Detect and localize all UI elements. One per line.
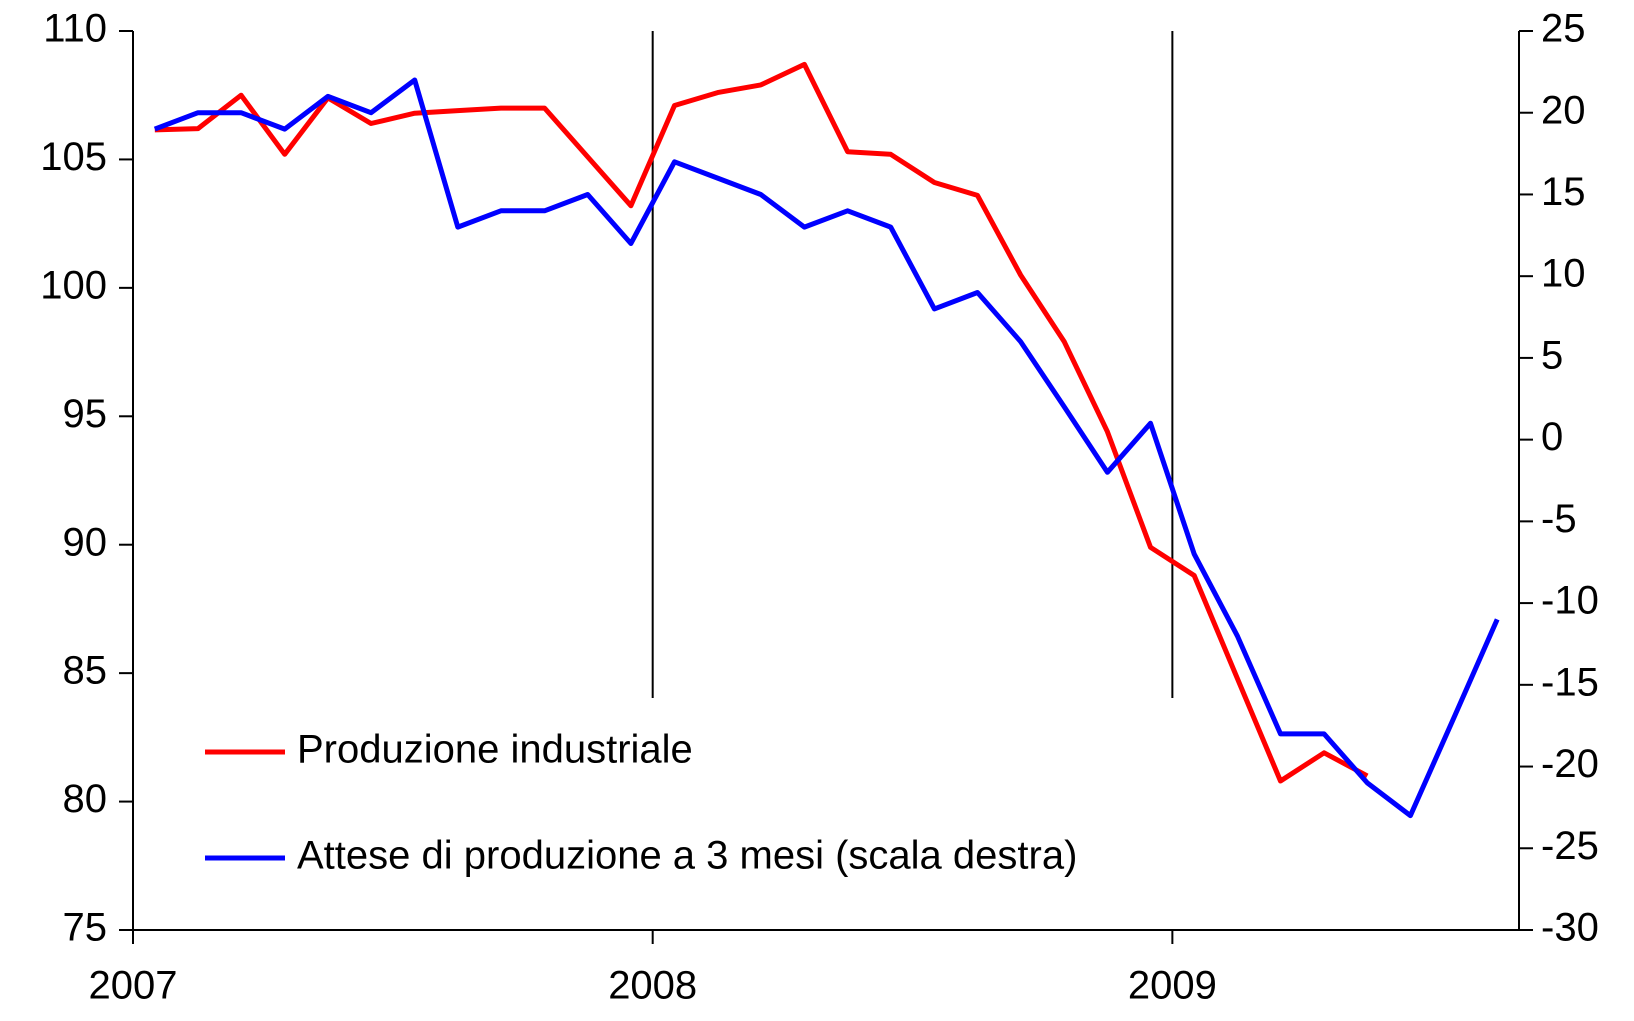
- y-tick-label: 105: [40, 135, 107, 179]
- y-tick-label: 90: [63, 520, 108, 564]
- x-tick-label: 2008: [608, 964, 697, 1008]
- y2-tick-label: 20: [1541, 88, 1586, 132]
- y2-tick-label: -10: [1541, 579, 1599, 623]
- y2-tick-label: -20: [1541, 742, 1599, 786]
- x-tick-label: 2007: [89, 964, 178, 1008]
- y2-tick-label: 5: [1541, 333, 1563, 377]
- series-line: [154, 61, 1369, 784]
- y-tick-label: 85: [63, 649, 108, 693]
- y-tick-label: 100: [40, 263, 107, 307]
- legend-label: Attese di produzione a 3 mesi (scala des…: [297, 834, 1077, 878]
- y2-tick-label: 0: [1541, 415, 1563, 459]
- y-tick-label: 75: [63, 906, 108, 950]
- y-tick-label: 80: [63, 777, 108, 821]
- y2-tick-label: -15: [1541, 660, 1599, 704]
- y2-tick-label: -30: [1541, 906, 1599, 950]
- y-tick-label: 95: [63, 392, 108, 436]
- y2-tick-label: 10: [1541, 252, 1586, 296]
- series-line: [153, 77, 1500, 819]
- y2-tick-label: 25: [1541, 7, 1586, 51]
- x-tick-label: 2009: [1128, 964, 1217, 1008]
- y2-tick-label: -5: [1541, 497, 1577, 541]
- y-tick-label: 110: [43, 7, 107, 51]
- legend-label: Produzione industriale: [297, 728, 693, 772]
- y2-tick-label: -25: [1541, 824, 1599, 868]
- y2-tick-label: 15: [1541, 170, 1586, 214]
